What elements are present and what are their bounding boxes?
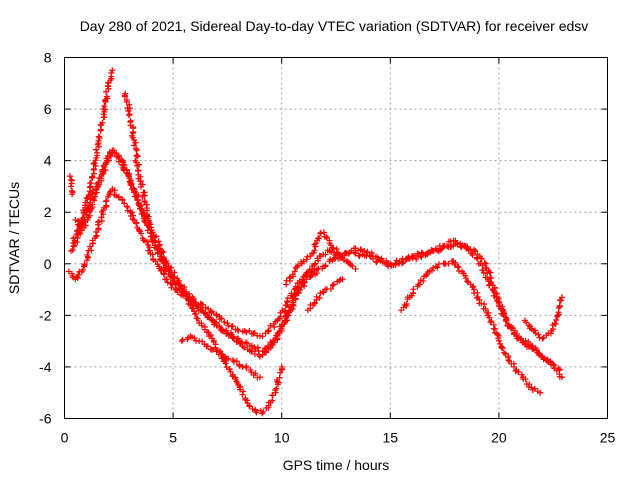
data-point-band (126, 112, 136, 141)
y-tick-labels: -6 -4 -2 0 2 4 6 8 (39, 50, 52, 427)
data-point-band (90, 218, 105, 243)
data-point-band (505, 353, 517, 367)
x-tick-labels: 0 5 10 15 20 25 (61, 430, 616, 446)
x-tick-label: 10 (274, 430, 290, 446)
data-point-band (99, 198, 110, 217)
x-tick-label: 0 (61, 430, 69, 446)
data-point-band (401, 294, 411, 310)
data-point-band (122, 92, 133, 114)
data-point-band (68, 177, 74, 187)
chart-title: Day 280 of 2021, Sidereal Day-to-day VTE… (80, 18, 589, 34)
series-track-11 (67, 173, 76, 197)
data-point-band (321, 229, 330, 241)
data-point (127, 111, 133, 117)
series-track-5 (122, 91, 285, 417)
data-point-band (131, 140, 142, 174)
x-axis-label: GPS time / hours (283, 457, 390, 473)
x-tick-label: 20 (491, 430, 507, 446)
series-track-8 (305, 276, 346, 313)
data-point-band (551, 362, 563, 379)
data-point-band (105, 70, 114, 86)
y-tick-label: 8 (44, 50, 52, 66)
sdtvar-chart: Day 280 of 2021, Sidereal Day-to-day VTE… (0, 0, 640, 480)
x-tick-label: 25 (600, 430, 616, 446)
grid-lines (65, 58, 608, 419)
series-track-9 (398, 258, 543, 396)
data-point (353, 266, 359, 272)
data-point-band (228, 369, 241, 386)
data-point-band (100, 83, 111, 114)
plot-frame (65, 58, 608, 419)
data-point-band (133, 220, 146, 243)
data-point (179, 338, 185, 344)
y-tick-label: 6 (44, 101, 52, 117)
y-tick-label: -2 (39, 307, 52, 323)
data-point (68, 183, 74, 189)
data-point-band (82, 241, 96, 268)
data-point-band (266, 390, 279, 406)
y-axis-label: SDTVAR / TECUs (6, 182, 22, 294)
series-track-3 (72, 147, 317, 339)
data-point-band (556, 297, 564, 318)
y-tick-label: 2 (44, 204, 52, 220)
data-points (66, 67, 565, 416)
data-point (539, 336, 545, 342)
data-point-band (237, 384, 249, 403)
data-point-band (125, 208, 137, 223)
y-tick-label: 4 (44, 153, 52, 169)
data-point-band (93, 114, 107, 153)
data-point-band (470, 283, 481, 301)
data-point-band (301, 253, 314, 264)
axis-ticks (65, 58, 608, 419)
y-tick-label: 0 (44, 256, 52, 272)
y-tick-label: -6 (39, 411, 52, 427)
data-point-band (486, 315, 498, 336)
y-tick-label: -4 (39, 359, 52, 375)
data-point-band (476, 300, 491, 316)
x-tick-label: 15 (383, 430, 399, 446)
data-point (235, 328, 241, 334)
series-track-10 (522, 294, 565, 341)
x-tick-label: 5 (169, 430, 177, 446)
